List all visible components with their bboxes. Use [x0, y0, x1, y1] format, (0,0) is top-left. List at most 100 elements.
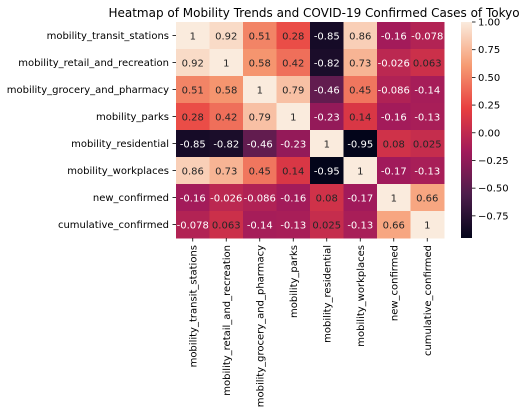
heatmap-cell [243, 49, 277, 77]
heatmap-cell [310, 76, 344, 104]
heatmap-cell [243, 22, 277, 50]
heatmap-cell [377, 22, 411, 50]
cell-value-label: 1 [324, 140, 330, 151]
colorbar: 1.00 0.75 0.50 0.25 0.00 −0.25 −0.50 −0.75 [461, 18, 509, 238]
row-label: mobility_workplaces [67, 166, 169, 177]
heatmap-cell [410, 184, 445, 212]
cell-value-label: 1 [290, 113, 296, 124]
heatmap-cell [176, 130, 210, 158]
cell-value-label: -0.026 [378, 59, 410, 70]
heatmap-cell [310, 22, 344, 50]
heatmap-cell [276, 211, 311, 239]
row-tick-labels: mobility_transit_stations mobility_retail… [7, 31, 176, 231]
cell-value-label: -0.026 [210, 194, 242, 205]
cell-value-label: -0.23 [280, 140, 306, 151]
column-label: mobility_grocery_and_pharmacy [255, 245, 266, 407]
cell-value-label: -0.16 [381, 32, 407, 43]
cell-value-label: -0.85 [314, 32, 340, 43]
heatmap-cell [343, 184, 378, 212]
column-label: cumulative_confirmed [423, 245, 434, 356]
cell-value-label: -0.14 [247, 221, 273, 232]
cell-value-label: 1 [424, 221, 430, 232]
heatmap-cell [410, 211, 445, 239]
heatmap-cell [377, 76, 411, 104]
heatmap-cell [176, 184, 210, 212]
colorbar-tick-label: −0.75 [478, 211, 509, 222]
heatmap-cell [410, 130, 445, 158]
colorbar-tick-label: 0.75 [478, 45, 500, 56]
heatmap-cell [276, 184, 311, 212]
heatmap-cell [276, 157, 311, 185]
heatmap-cell [209, 211, 244, 239]
heatmap-cell [209, 103, 244, 131]
cell-value-label: 0.73 [349, 59, 371, 70]
column-label: mobility_residential [322, 245, 333, 343]
column-label: mobility_retail_and_recreation [222, 245, 233, 396]
heatmap-cell [343, 130, 378, 158]
heatmap-cell [410, 22, 445, 50]
heatmap-cell [310, 157, 344, 185]
cell-value-label: -0.95 [347, 140, 373, 151]
column-label: new_confirmed [389, 245, 400, 321]
cell-value-label: 0.73 [215, 167, 237, 178]
cell-value-label: 0.51 [182, 86, 204, 97]
heatmap-cell [276, 76, 311, 104]
cell-value-label: 0.14 [282, 167, 304, 178]
row-label: new_confirmed [93, 193, 169, 204]
heatmap-cell [176, 157, 210, 185]
heatmap-cell [243, 103, 277, 131]
heatmap-cell [377, 103, 411, 131]
heatmap-cell [176, 76, 210, 104]
cell-value-label: 0.58 [249, 59, 271, 70]
cell-value-label: 0.92 [215, 32, 237, 43]
cell-value-label: -0.16 [180, 194, 206, 205]
heatmap-cell [176, 49, 210, 77]
column-label: mobility_transit_stations [188, 245, 199, 367]
column-label: mobility_workplaces [356, 245, 367, 347]
row-label: mobility_transit_stations [47, 31, 169, 42]
cell-value-label: 1 [357, 167, 363, 178]
heatmap-cell [377, 184, 411, 212]
row-label: mobility_residential [71, 139, 169, 150]
cell-value-label: 0.92 [182, 59, 204, 70]
heatmap-cell [276, 22, 311, 50]
heatmap-cell [310, 103, 344, 131]
chart-title: Heatmap of Mobility Trends and COVID-19 … [108, 6, 519, 20]
heatmap-cell [343, 157, 378, 185]
cell-value-label: 0.28 [282, 32, 304, 43]
cell-value-label: 0.42 [215, 113, 237, 124]
cell-value-label: 0.86 [182, 167, 204, 178]
heatmap-cell [343, 76, 378, 104]
heatmap-cell [176, 22, 210, 50]
cell-value-label: 0.45 [349, 86, 371, 97]
heatmap-cell [243, 76, 277, 104]
cell-value-label: 1 [223, 59, 229, 70]
cell-value-label: -0.95 [314, 167, 340, 178]
heatmap-cell [410, 76, 445, 104]
cell-value-label: -0.078 [411, 32, 443, 43]
cell-value-label: -0.16 [280, 194, 306, 205]
heatmap-cell [209, 49, 244, 77]
cell-value-label: -0.82 [213, 140, 239, 151]
heatmap-cell [276, 130, 311, 158]
cell-value-label: -0.13 [414, 113, 440, 124]
heatmap-cell [410, 49, 445, 77]
heatmap-cell [310, 184, 344, 212]
cell-value-label: 0.79 [249, 113, 271, 124]
cell-value-label: -0.078 [177, 221, 209, 232]
column-tick-labels: mobility_transit_stations mobility_retail… [188, 238, 434, 407]
cell-value-label: 0.42 [282, 59, 304, 70]
heatmap-cell [343, 49, 378, 77]
cell-value-label: 1 [391, 194, 397, 205]
heatmap-cell [209, 130, 244, 158]
cell-value-label: -0.086 [244, 194, 276, 205]
heatmap-cell [243, 184, 277, 212]
heatmap-cell [377, 130, 411, 158]
colorbar-gradient [461, 22, 472, 238]
colorbar-tick-label: −0.50 [478, 184, 509, 195]
heatmap-cell [310, 49, 344, 77]
cell-value-label: 0.08 [383, 140, 405, 151]
colorbar-tick-label: 0.00 [478, 128, 500, 139]
heatmap-cell [343, 22, 378, 50]
